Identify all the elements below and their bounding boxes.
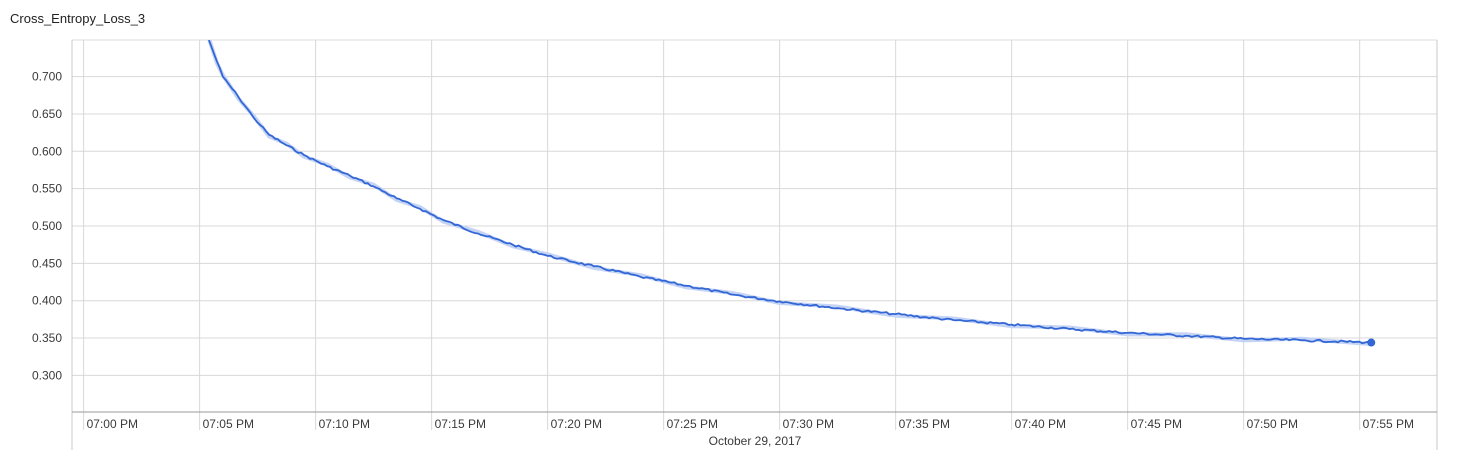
- x-tick-label: 07:55 PM: [1363, 417, 1414, 431]
- y-tick-label: 0.400: [32, 294, 62, 308]
- x-tick-label: 07:40 PM: [1015, 417, 1066, 431]
- grid: [72, 39, 1437, 430]
- x-tick-labels: 07:00 PM 07:05 PM 07:10 PM 07:15 PM 07:20 PM…: [87, 417, 1414, 431]
- x-tick-label: 07:05 PM: [203, 417, 254, 431]
- x-tick-label: 07:45 PM: [1131, 417, 1182, 431]
- y-tick-label: 0.700: [32, 70, 62, 84]
- series-end-point: [1367, 338, 1376, 347]
- series-line: [208, 40, 1372, 345]
- x-tick-label: 07:50 PM: [1247, 417, 1298, 431]
- y-tick-label: 0.300: [32, 368, 62, 382]
- y-tick-label: 0.450: [32, 256, 62, 270]
- x-tick-label: 07:35 PM: [899, 417, 950, 431]
- x-tick-label: 07:00 PM: [87, 417, 138, 431]
- x-tick-label: 07:30 PM: [783, 417, 834, 431]
- y-tick-label: 0.500: [32, 219, 62, 233]
- x-tick-label: 07:20 PM: [551, 417, 602, 431]
- x-tick-label: 07:15 PM: [435, 417, 486, 431]
- y-tick-labels: 0.300 0.350 0.400 0.450 0.500 0.550 0.600 0.650…: [32, 70, 62, 383]
- series-layer: [207, 40, 1376, 347]
- chart-title: Cross_Entropy_Loss_3: [10, 11, 146, 26]
- x-date-label: October 29, 2017: [709, 434, 802, 448]
- x-tick-label: 07:10 PM: [319, 417, 370, 431]
- axes: [71, 40, 1438, 450]
- y-tick-label: 0.550: [32, 182, 62, 196]
- y-tick-label: 0.350: [32, 331, 62, 345]
- x-tick-label: 07:25 PM: [667, 417, 718, 431]
- y-tick-label: 0.650: [32, 107, 62, 121]
- y-tick-label: 0.600: [32, 144, 62, 158]
